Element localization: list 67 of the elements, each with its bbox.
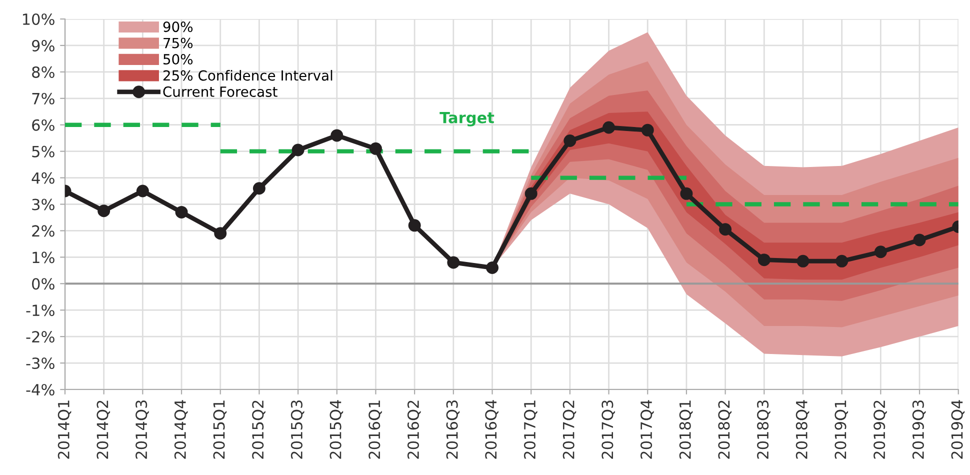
y-tick-label: -1% bbox=[26, 304, 54, 316]
y-tick-label: 4% bbox=[32, 172, 54, 184]
legend-label: 75% bbox=[164, 38, 193, 48]
point bbox=[330, 129, 344, 142]
point bbox=[913, 234, 926, 246]
point bbox=[136, 184, 149, 198]
point bbox=[214, 227, 227, 240]
x-tick-label: 2016Q2 bbox=[407, 400, 421, 459]
y-tick-label: 7% bbox=[32, 92, 54, 104]
legend-label: Current Forecast bbox=[163, 86, 278, 97]
point bbox=[524, 187, 538, 200]
x-tick-label: 2014Q2 bbox=[96, 400, 110, 459]
x-tick-label: 2016Q3 bbox=[446, 400, 460, 459]
x-tick-label: 2019Q2 bbox=[874, 400, 887, 459]
x-tick-label: 2019Q4 bbox=[951, 400, 965, 459]
x-tick-label: 2018Q2 bbox=[718, 400, 732, 459]
x-tick-label: 2018Q1 bbox=[679, 400, 693, 459]
x-tick-label: 2015Q1 bbox=[213, 400, 227, 459]
x-tick-label: 2014Q1 bbox=[58, 400, 72, 459]
y-tick-label: -3% bbox=[26, 358, 54, 370]
point bbox=[796, 254, 810, 268]
x-tick-label: 2017Q2 bbox=[562, 400, 576, 459]
point bbox=[602, 121, 616, 134]
x-tick-label: 2018Q4 bbox=[796, 400, 810, 459]
point bbox=[719, 223, 732, 236]
legend-label: 25% Confidence Interval bbox=[163, 70, 332, 81]
point bbox=[98, 204, 110, 218]
x-tick-label: 2014Q4 bbox=[174, 400, 188, 459]
x-tick-label: 2015Q3 bbox=[290, 400, 304, 459]
y-tick-label: 0% bbox=[32, 278, 54, 290]
point bbox=[408, 219, 421, 232]
point bbox=[641, 124, 654, 136]
point bbox=[447, 256, 460, 269]
x-tick-label: 2015Q4 bbox=[330, 400, 344, 459]
point bbox=[680, 187, 693, 200]
legend-label: 90% bbox=[163, 22, 193, 32]
point bbox=[758, 254, 770, 266]
x-tick-label: 2017Q4 bbox=[640, 400, 654, 459]
y-tick-label: -2% bbox=[26, 331, 54, 343]
x-tick-label: 2015Q2 bbox=[252, 400, 266, 459]
y-tick-label: 5% bbox=[32, 146, 54, 158]
x-tick-label: 2019Q3 bbox=[912, 400, 926, 459]
y-tick-label: -4% bbox=[26, 384, 54, 396]
x-tick-label: 2016Q4 bbox=[485, 400, 498, 459]
point bbox=[175, 206, 188, 218]
y-tick-label: 1% bbox=[32, 252, 54, 264]
annotation: Target bbox=[440, 112, 494, 126]
y-tick-label: 6% bbox=[32, 119, 54, 131]
y-tick-label: 3% bbox=[32, 198, 54, 210]
x-tick-label: 2016Q1 bbox=[368, 400, 382, 459]
x-tick-label: 2017Q1 bbox=[524, 400, 538, 459]
y-tick-label: 8% bbox=[32, 66, 54, 78]
point bbox=[836, 254, 848, 268]
point bbox=[874, 246, 887, 258]
y-tick-label: 10% bbox=[22, 13, 54, 26]
point bbox=[486, 262, 499, 274]
y-tick-label: 9% bbox=[32, 40, 54, 52]
point bbox=[252, 182, 266, 195]
point bbox=[564, 134, 576, 147]
x-tick-label: 2018Q3 bbox=[757, 400, 770, 459]
point bbox=[369, 142, 382, 155]
x-tick-label: 2017Q3 bbox=[602, 400, 615, 459]
legend-label: 50% bbox=[164, 54, 193, 64]
point bbox=[292, 144, 304, 156]
x-tick-label: 2014Q3 bbox=[136, 400, 149, 459]
x-tick-label: 2019Q1 bbox=[834, 400, 848, 459]
y-tick-label: 2% bbox=[32, 225, 54, 237]
